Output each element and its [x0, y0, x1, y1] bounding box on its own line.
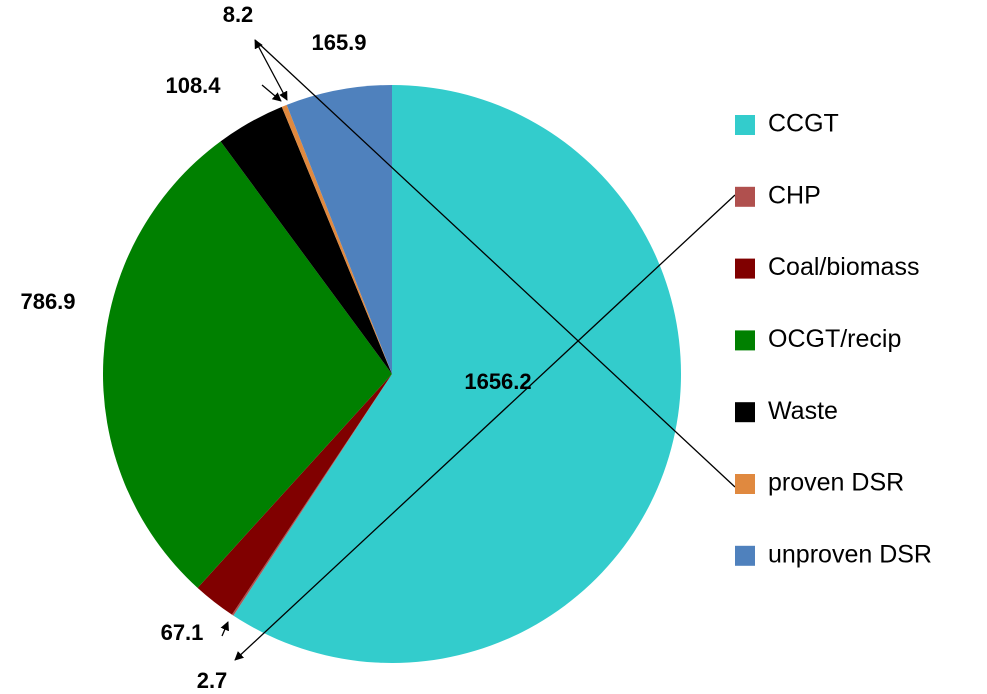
- legend-label: Coal/biomass: [768, 253, 919, 281]
- arrow: [254, 39, 736, 488]
- data-label: 165.9: [311, 30, 366, 55]
- arrow: [234, 194, 736, 661]
- legend-swatch: [735, 186, 755, 207]
- pie-slice: [220, 106, 392, 375]
- legend-label: OCGT/recip: [768, 325, 901, 353]
- pie-slice: [102, 141, 392, 588]
- legend-label: Waste: [768, 397, 838, 425]
- arrow: [261, 84, 282, 102]
- arrow: [220, 621, 229, 637]
- pie-slice: [233, 85, 681, 663]
- pie-slice: [231, 374, 392, 616]
- legend-swatch: [735, 545, 755, 566]
- data-label: 786.9: [20, 289, 75, 314]
- legend-label: CCGT: [768, 110, 839, 138]
- pie-slice: [286, 85, 392, 374]
- legend-label: CHP: [768, 181, 821, 209]
- data-label: 108.4: [165, 73, 221, 98]
- annotation-arrows: [220, 39, 736, 661]
- pie-slice: [281, 104, 392, 374]
- data-label: 8.2: [223, 2, 254, 27]
- pie: [102, 85, 681, 663]
- data-labels: 1656.2 2.7 67.1 786.9 108.4 8.2 165.9: [20, 2, 531, 693]
- arrow: [254, 39, 288, 101]
- data-label: 1656.2: [464, 369, 531, 394]
- legend-swatch: [735, 402, 755, 423]
- legend-swatch: [735, 330, 755, 351]
- legend: CCGT CHP Coal/biomass OCGT/recip Waste proven…: [735, 110, 932, 568]
- data-label: 2.7: [197, 668, 228, 693]
- legend-swatch: [735, 258, 755, 279]
- legend-label: unproven DSR: [768, 540, 932, 568]
- legend-label: proven DSR: [768, 469, 904, 497]
- data-label: 67.1: [161, 620, 204, 645]
- legend-swatch: [735, 115, 755, 135]
- pie-slice: [197, 374, 392, 615]
- legend-swatch: [735, 474, 755, 494]
